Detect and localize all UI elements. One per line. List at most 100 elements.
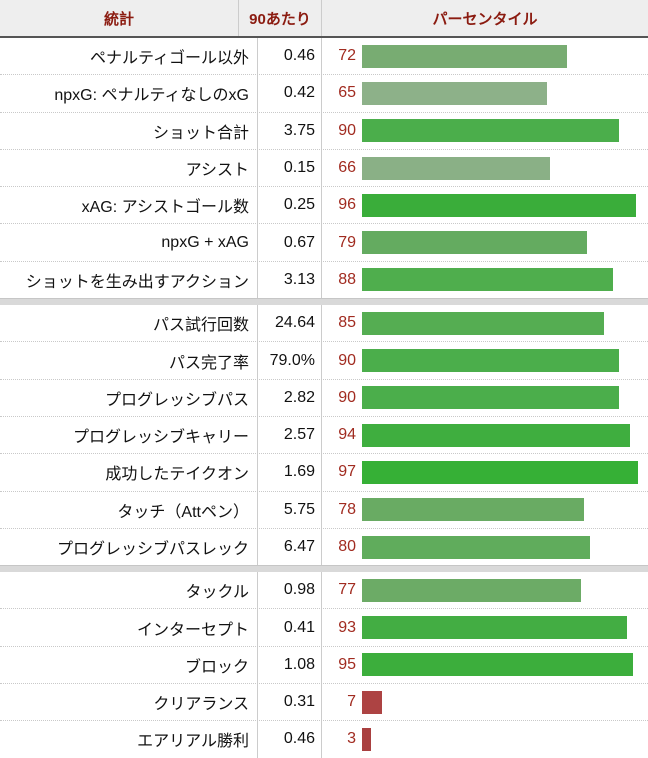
percentile-value: 66 [338, 159, 356, 177]
stat-label: タッチ（Attペン） [0, 491, 258, 528]
percentile-value: 7 [347, 693, 356, 711]
percentile-value: 96 [338, 196, 356, 214]
per90-value: 0.46 [258, 721, 322, 758]
per90-value: 0.31 [258, 684, 322, 721]
per90-value: 2.82 [258, 379, 322, 416]
table-row: ブロック 1.08 95 [0, 645, 648, 684]
percentile-cell: 72 [322, 38, 648, 74]
percentile-value: 88 [338, 270, 356, 288]
percentile-bar [362, 616, 628, 640]
percentile-cell: 66 [322, 150, 648, 186]
per90-value: 0.41 [258, 609, 322, 646]
per90-value: 0.46 [258, 38, 322, 75]
percentile-cell: 65 [322, 75, 648, 111]
table-row: プログレッシブパス 2.82 90 [0, 378, 648, 416]
percentile-cell: 7 [322, 684, 648, 720]
table-row: ペナルティゴール以外 0.46 72 [0, 38, 648, 75]
percentile-value: 90 [338, 351, 356, 369]
percentile-bar [362, 460, 639, 484]
percentile-bar-area [362, 535, 647, 559]
table-row: ショット合計 3.75 90 [0, 111, 648, 149]
percentile-bar-area [362, 578, 647, 602]
header-stat[interactable]: 統計 [0, 0, 239, 36]
stat-label: インターセプト [0, 609, 258, 646]
per90-value: 79.0% [258, 342, 322, 379]
percentile-bar [362, 423, 630, 447]
percentile-bar-area [362, 44, 647, 68]
stat-label: xAG: アシストゴール数 [0, 187, 258, 224]
percentile-bar [362, 498, 585, 522]
stat-label: ブロック [0, 646, 258, 684]
stat-label: プログレッシブパス [0, 379, 258, 416]
per90-value: 1.69 [258, 454, 322, 491]
table-row: 成功したテイクオン 1.69 97 [0, 453, 648, 491]
stat-label: npxG + xAG [0, 224, 258, 261]
percentile-bar-area [362, 386, 647, 410]
per90-value: 3.75 [258, 112, 322, 149]
stat-label: ショット合計 [0, 112, 258, 149]
percentile-value: 85 [338, 314, 356, 332]
percentile-cell: 3 [322, 721, 648, 757]
stat-label: npxG: ペナルティなしのxG [0, 75, 258, 112]
table-body: ペナルティゴール以外 0.46 72 npxG: ペナルティなしのxG 0.42… [0, 38, 648, 758]
percentile-cell: 90 [322, 380, 648, 416]
percentile-bar [362, 386, 619, 410]
percentile-bar-area [362, 690, 647, 714]
table-row: プログレッシブパスレック 6.47 80 [0, 527, 648, 566]
percentile-value: 3 [347, 730, 356, 748]
stat-group: ペナルティゴール以外 0.46 72 npxG: ペナルティなしのxG 0.42… [0, 38, 648, 299]
header-percentile[interactable]: パーセンタイル [432, 10, 538, 28]
percentile-value: 94 [338, 426, 356, 444]
percentile-bar [362, 535, 590, 559]
percentile-cell: 93 [322, 609, 648, 645]
percentile-bar-area [362, 616, 647, 640]
percentile-bar [362, 231, 588, 255]
stat-label: ペナルティゴール以外 [0, 38, 258, 75]
per90-value: 1.08 [258, 646, 322, 684]
percentile-bar-area [362, 423, 647, 447]
table-row: タッチ（Attペン） 5.75 78 [0, 490, 648, 528]
per90-value: 6.47 [258, 528, 322, 566]
percentile-value: 93 [338, 618, 356, 636]
table-row: タックル 0.98 77 [0, 572, 648, 609]
header-per90[interactable]: 90あたり [239, 0, 322, 36]
table-row: クリアランス 0.31 7 [0, 683, 648, 721]
stat-label: パス完了率 [0, 342, 258, 379]
table-row: xAG: アシストゴール数 0.25 96 [0, 186, 648, 224]
table-row: パス完了率 79.0% 90 [0, 341, 648, 379]
percentile-bar-area [362, 311, 647, 335]
percentile-cell: 88 [322, 262, 648, 298]
percentile-cell: 80 [322, 529, 648, 565]
percentile-bar [362, 193, 636, 217]
percentile-bar-area [362, 460, 647, 484]
percentile-bar [362, 349, 619, 373]
percentile-bar [362, 44, 568, 68]
table-row: npxG: ペナルティなしのxG 0.42 65 [0, 74, 648, 112]
table-header: 統計 90あたり パーセンタイル [0, 0, 648, 38]
stat-label: ショットを生み出すアクション [0, 261, 258, 299]
stat-label: パス試行回数 [0, 305, 258, 342]
percentile-bar-area [362, 119, 647, 143]
percentile-value: 65 [338, 84, 356, 102]
percentile-value: 90 [338, 121, 356, 139]
percentile-cell: 90 [322, 113, 648, 149]
percentile-bar [362, 156, 551, 180]
stat-group: タックル 0.98 77 インターセプト 0.41 93 ブロック 1.08 9… [0, 572, 648, 758]
per90-value: 24.64 [258, 305, 322, 342]
percentile-bar-area [362, 498, 647, 522]
percentile-bar-area [362, 231, 647, 255]
group-divider [0, 565, 648, 573]
stat-label: アシスト [0, 149, 258, 187]
percentile-cell: 95 [322, 647, 648, 683]
per90-value: 0.25 [258, 187, 322, 224]
per90-value: 2.57 [258, 416, 322, 454]
percentile-bar [362, 81, 548, 105]
percentile-cell: 77 [322, 572, 648, 608]
stat-label: タックル [0, 572, 258, 609]
percentile-bar [362, 690, 382, 714]
percentile-cell: 94 [322, 417, 648, 453]
percentile-cell: 96 [322, 187, 648, 223]
percentile-cell: 79 [322, 224, 648, 260]
percentile-bar [362, 311, 605, 335]
